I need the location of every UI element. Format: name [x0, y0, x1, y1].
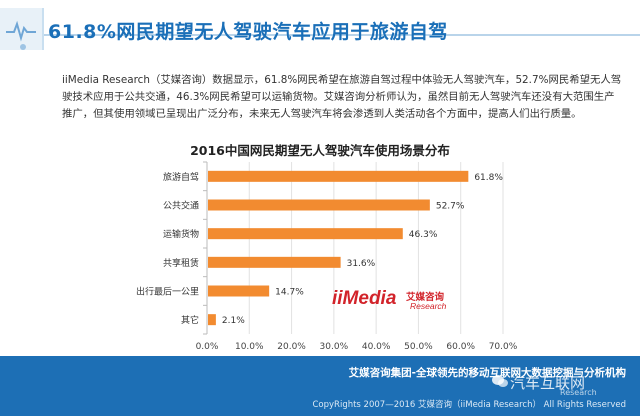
- data-label: 2.1%: [222, 316, 245, 326]
- header-badge: [0, 8, 44, 50]
- page-footer: 艾媒咨询集团-全球领先的移动互联网大数据挖掘与分析机构 CopyRights 2…: [0, 356, 640, 416]
- logo-main-text: iiMedia: [332, 288, 397, 309]
- category-label: 共享租赁: [163, 257, 199, 269]
- page-header: 61.8%网民期望无人驾驶汽车应用于旅游自驾: [0, 0, 640, 62]
- summary-paragraph: iiMedia Research（艾媒咨询）数据显示，61.8%网民希望在旅游自…: [62, 74, 622, 120]
- data-label: 14.7%: [275, 288, 304, 298]
- footer-copyright: CopyRights 2007—2016 艾媒咨询（iiMedia Resear…: [312, 400, 626, 410]
- watermark-source: Research: [560, 388, 597, 397]
- x-tick-label: 50.0%: [404, 342, 433, 352]
- header-rule: [0, 34, 640, 36]
- chart-title: 2016中国网民期望无人驾驶汽车使用场景分布: [190, 143, 450, 158]
- bar: [208, 285, 270, 297]
- data-label: 31.6%: [347, 259, 376, 269]
- wechat-icon: [492, 375, 508, 387]
- x-tick-label: 60.0%: [446, 342, 475, 352]
- category-label: 旅游自驾: [163, 171, 199, 183]
- footer-tagline: 艾媒咨询集团-全球领先的移动互联网大数据挖掘与分析机构: [348, 367, 626, 379]
- category-label: 公共交通: [163, 200, 199, 212]
- header-dot-icon: [20, 44, 26, 50]
- bar: [208, 228, 403, 240]
- pulse-icon: [6, 20, 36, 42]
- category-label: 运输货物: [163, 228, 199, 240]
- logo-cn-text: 艾媒咨询: [406, 292, 445, 303]
- data-label: 61.8%: [474, 173, 503, 183]
- x-tick-label: 0.0%: [196, 342, 219, 352]
- bar: [208, 314, 216, 326]
- data-label: 46.3%: [409, 230, 438, 240]
- data-label: 52.7%: [436, 202, 465, 212]
- x-tick-label: 10.0%: [235, 342, 264, 352]
- iimedia-logo: iiMedia 艾媒咨询 Research: [322, 286, 462, 318]
- page-title: 61.8%网民期望无人驾驶汽车应用于旅游自驾: [48, 21, 448, 43]
- watermark-text: 汽车互联网: [510, 374, 586, 392]
- x-tick-label: 40.0%: [362, 342, 391, 352]
- bar: [208, 256, 341, 268]
- x-tick-label: 70.0%: [489, 342, 518, 352]
- bar: [208, 199, 430, 211]
- x-tick-label: 20.0%: [277, 342, 306, 352]
- x-tick-label: 30.0%: [320, 342, 349, 352]
- bar: [208, 170, 469, 182]
- category-label: 出行最后一公里: [136, 286, 199, 298]
- logo-en-text: Research: [410, 301, 447, 311]
- category-label: 其它: [181, 314, 199, 326]
